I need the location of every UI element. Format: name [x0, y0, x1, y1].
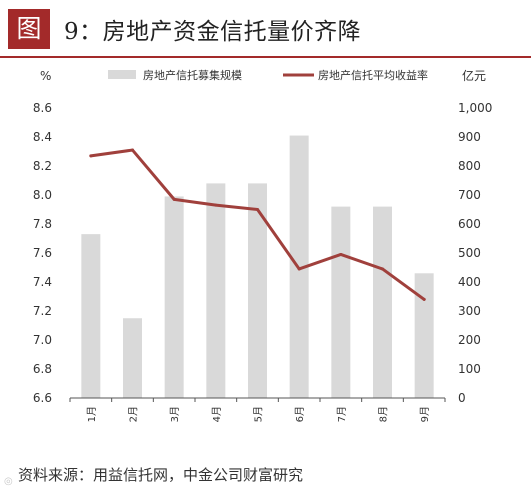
left-tick-label: 8.6: [33, 101, 52, 115]
bar: [123, 318, 142, 398]
source-note: 资料来源：用益信托网，中金公司财富研究: [18, 466, 304, 484]
legend-label-line: 房地产信托平均收益率: [318, 68, 428, 82]
combo-chart: % 亿元 房地产信托募集规模 房地产信托平均收益率 6.6 6.8 7.0 7.2 7.4 7.6…: [33, 68, 492, 422]
right-tick-label: 500: [458, 246, 481, 260]
bar: [414, 273, 434, 398]
bar: [81, 234, 101, 398]
right-tick-label: 300: [458, 304, 481, 318]
left-tick-label: 6.8: [33, 362, 52, 376]
left-tick-label: 7.6: [33, 246, 52, 260]
x-tick-label: 5月: [253, 406, 265, 422]
left-axis-unit: %: [40, 69, 51, 83]
figure-tag: 图: [8, 9, 50, 49]
x-tick-label: 2月: [128, 406, 140, 422]
left-tick-label: 7.0: [33, 333, 52, 347]
right-tick-label: 900: [458, 130, 481, 144]
bar: [331, 206, 351, 398]
legend-label-bars: 房地产信托募集规模: [143, 68, 242, 82]
left-tick-label: 6.6: [33, 391, 52, 405]
left-tick-label: 8.2: [33, 159, 52, 173]
left-tick-label: 7.8: [33, 217, 52, 231]
bar: [248, 183, 267, 398]
x-tick-label: 4月: [211, 406, 223, 422]
left-tick-label: 7.4: [33, 275, 52, 289]
right-tick-label: 800: [458, 159, 481, 173]
right-tick-label: 700: [458, 188, 481, 202]
legend-swatch-bars: [108, 70, 136, 79]
left-tick-label: 7.2: [33, 304, 52, 318]
yield-point: [172, 197, 176, 201]
yield-point: [214, 203, 218, 207]
left-tick-label: 8.0: [33, 188, 52, 202]
yield-point: [381, 267, 384, 271]
bar: [206, 183, 226, 398]
right-tick-label: 100: [458, 362, 481, 376]
x-tick-label: 7月: [336, 406, 348, 422]
figure-header: 图 9：房地产资金信托量价齐降: [0, 0, 531, 58]
x-tick-label: 6月: [294, 406, 306, 422]
yield-point: [297, 267, 301, 271]
x-tick-label: 9月: [419, 406, 431, 422]
x-tick-label: 1月: [86, 406, 98, 422]
watermark: ◎: [4, 476, 13, 487]
x-tick-label: 3月: [169, 406, 181, 422]
left-tick-label: 8.4: [33, 130, 52, 144]
yield-point: [422, 297, 426, 301]
header-rule: [0, 56, 531, 58]
right-tick-label: 200: [458, 333, 481, 347]
x-tick-label: 8月: [378, 406, 390, 422]
right-axis-unit: 亿元: [462, 68, 486, 83]
right-tick-label: 0: [458, 391, 466, 405]
right-tick-label: 1,000: [458, 101, 492, 115]
right-tick-label: 600: [458, 217, 481, 231]
bar: [164, 196, 184, 398]
yield-point: [339, 252, 343, 256]
figure-title: 9：房地产资金信托量价齐降: [64, 19, 362, 45]
yield-point: [256, 208, 259, 211]
right-tick-label: 400: [458, 275, 481, 289]
yield-point: [131, 148, 134, 152]
yield-point: [89, 154, 93, 158]
bar: [373, 206, 392, 398]
